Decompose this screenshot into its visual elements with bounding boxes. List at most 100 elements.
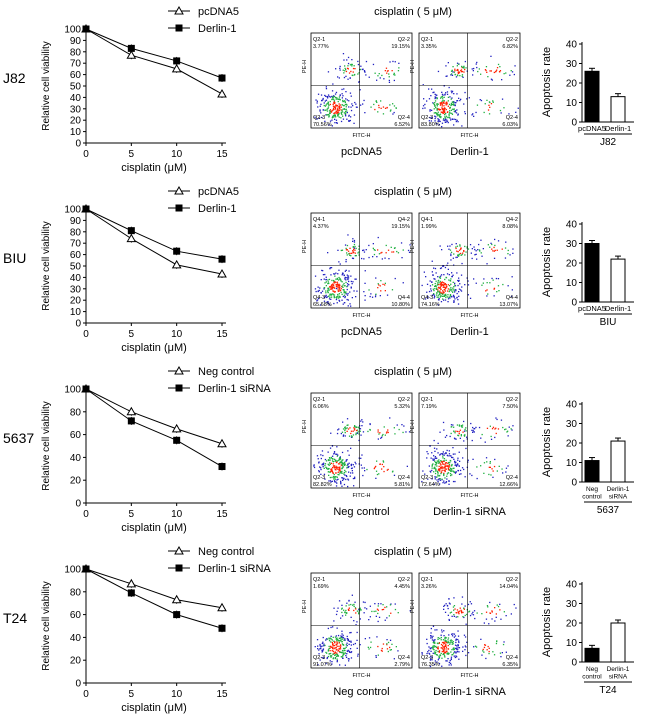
event-dot xyxy=(321,464,323,466)
event-dot xyxy=(492,250,494,252)
category-label: Derlin-1 siRNA xyxy=(607,486,630,501)
event-dot xyxy=(454,647,457,650)
event-dot xyxy=(435,646,438,648)
event-dot xyxy=(337,287,339,289)
legend-label: Derlin-1 xyxy=(198,203,237,215)
event-dot xyxy=(453,71,455,73)
event-dot xyxy=(358,245,360,247)
event-dot xyxy=(336,432,339,435)
event-dot xyxy=(453,118,455,120)
event-dot xyxy=(457,646,459,648)
event-dot xyxy=(436,457,438,459)
event-dot xyxy=(465,447,467,450)
data-point-square xyxy=(82,205,90,213)
event-dot xyxy=(343,59,345,61)
event-dot xyxy=(343,112,346,114)
event-dot xyxy=(325,114,327,116)
event-dot xyxy=(384,70,386,72)
event-dot xyxy=(409,610,411,612)
event-dot xyxy=(358,439,360,442)
group-label: J82 xyxy=(600,137,617,148)
data-point-square xyxy=(173,611,181,619)
event-dot xyxy=(350,641,352,643)
event-dot xyxy=(337,284,339,286)
event-dot xyxy=(375,610,377,612)
event-dot xyxy=(453,597,455,599)
event-dot xyxy=(391,289,394,291)
event-dot xyxy=(351,467,353,469)
event-dot xyxy=(345,605,347,607)
plot-frame xyxy=(310,572,413,669)
event-dot xyxy=(511,429,513,431)
event-dot xyxy=(482,282,484,284)
event-dot xyxy=(445,481,448,483)
event-dot xyxy=(363,258,365,260)
event-dot xyxy=(449,660,451,662)
event-dot xyxy=(321,649,323,651)
event-dot xyxy=(484,103,486,105)
event-dot xyxy=(319,648,321,650)
event-dot xyxy=(351,436,353,438)
event-dot xyxy=(474,645,477,647)
event-dot xyxy=(359,89,361,91)
bar xyxy=(610,440,626,483)
event-dot xyxy=(343,473,345,475)
event-dot xyxy=(434,282,436,285)
event-dot xyxy=(441,645,444,647)
event-dot xyxy=(480,252,482,254)
event-dot xyxy=(333,296,335,299)
event-dot xyxy=(467,294,469,296)
event-dot xyxy=(499,603,501,605)
event-dot xyxy=(436,661,438,663)
event-dot xyxy=(456,430,459,433)
quadrant-percent: 83.80% xyxy=(421,122,440,128)
event-dot xyxy=(342,464,344,466)
event-dot xyxy=(467,652,470,654)
event-dot xyxy=(444,121,446,123)
cytometry-header: cisplatin ( 5 μM) xyxy=(374,546,452,558)
event-dot xyxy=(338,290,340,292)
axis-label-fitc: FITC-H xyxy=(352,493,370,499)
event-dot xyxy=(323,645,325,647)
event-dot xyxy=(333,620,335,622)
event-dot xyxy=(344,638,346,640)
event-dot xyxy=(463,440,465,442)
event-dot xyxy=(442,284,444,286)
event-dot xyxy=(331,468,333,470)
event-dot xyxy=(351,257,354,259)
event-dot xyxy=(328,304,331,306)
event-dot xyxy=(347,658,349,660)
event-dot xyxy=(335,613,338,616)
event-dot xyxy=(449,640,451,642)
category-label: Neg control xyxy=(582,666,602,681)
event-dot xyxy=(481,433,483,436)
event-dot xyxy=(436,282,439,284)
event-dot xyxy=(340,120,343,123)
event-dot xyxy=(362,249,364,252)
y-tick-label: 20 xyxy=(70,476,82,487)
quadrant-percent: 3.35% xyxy=(421,44,437,50)
event-dot xyxy=(450,426,452,428)
y-tick-label: 100 xyxy=(64,205,81,216)
event-dot xyxy=(441,665,443,667)
event-dot xyxy=(361,454,363,456)
event-dot xyxy=(466,277,468,279)
event-dot xyxy=(443,641,445,644)
event-dot xyxy=(378,253,381,255)
axis-label-fitc: FITC-H xyxy=(352,673,370,679)
event-dot xyxy=(471,68,473,70)
event-dot xyxy=(326,657,328,660)
event-dot xyxy=(380,603,382,605)
event-dot xyxy=(445,293,447,295)
event-dot xyxy=(449,662,452,664)
event-dot xyxy=(495,417,497,419)
event-dot xyxy=(323,288,325,290)
event-dot xyxy=(325,278,327,281)
event-dot xyxy=(324,464,326,467)
event-dot xyxy=(393,79,395,82)
y-tick-label: 30 xyxy=(70,104,82,115)
event-dot xyxy=(336,466,338,468)
event-dot xyxy=(445,108,447,111)
event-dot xyxy=(335,68,337,70)
event-dot xyxy=(439,114,441,116)
